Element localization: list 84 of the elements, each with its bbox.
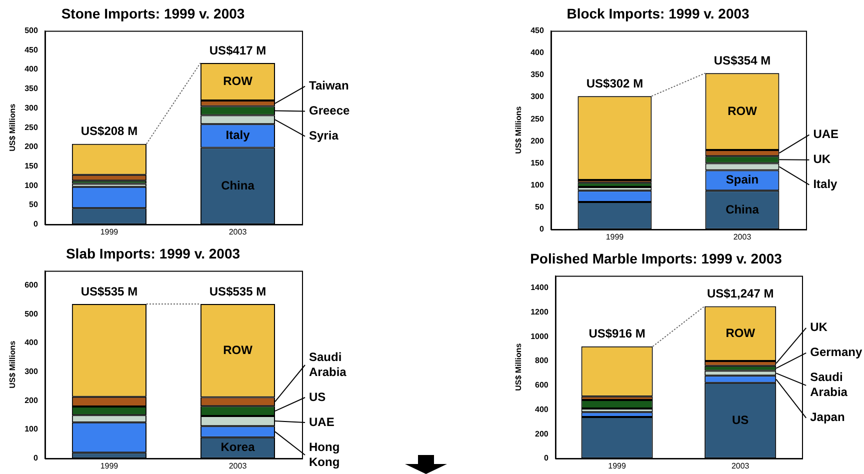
x-tick-label: 1999	[100, 461, 119, 470]
text: Japan	[810, 410, 845, 424]
text: UK	[813, 152, 831, 166]
text: Germany	[810, 345, 862, 360]
y-tick-label: 300	[24, 103, 38, 112]
series-label: Spain	[726, 172, 759, 187]
y-tick-label: 350	[530, 70, 544, 80]
x-tick-label: 2003	[228, 461, 248, 470]
y-tick-label: 600	[535, 380, 549, 390]
y-tick-label: 400	[24, 338, 38, 348]
x-tick-label: 1999	[100, 227, 119, 236]
series-label: Italy	[226, 128, 250, 142]
y-tick-label: 400	[24, 64, 38, 74]
y-tick-label: 1200	[530, 308, 549, 317]
y-tick-label: 350	[24, 84, 38, 94]
total-label: US$1,247 M	[707, 286, 774, 301]
y-tick-label: 500	[24, 26, 38, 36]
y-tick-label: 250	[530, 114, 544, 124]
y-tick-label: 200	[535, 429, 549, 438]
series-label: ROW	[223, 74, 254, 88]
y-tick-label: 200	[24, 396, 38, 405]
total-label: US$417 M	[209, 43, 266, 58]
series-label: ROW	[223, 342, 254, 357]
y-tick-label: 100	[24, 424, 38, 434]
series-label: ROW	[726, 326, 756, 340]
text: UAE	[309, 414, 334, 429]
text: Hong Kong	[309, 440, 340, 469]
chart-title: Block Imports: 1999 v. 2003	[566, 5, 750, 22]
x-tick-label: 1999	[606, 232, 624, 242]
text: Taiwan	[309, 78, 349, 93]
text: UAE	[813, 127, 839, 142]
y-tick-label: 600	[24, 280, 38, 290]
y-tick-label: 450	[530, 26, 544, 36]
y-tick-label: 1000	[530, 332, 549, 341]
y-tick-label: 800	[535, 356, 549, 366]
x-tick-label: 1999	[608, 461, 626, 470]
y-tick-label: 50	[535, 202, 544, 212]
x-tick-label: 2003	[733, 232, 752, 242]
series-label: China	[726, 202, 760, 216]
y-tick-label: 150	[24, 162, 38, 171]
total-label: US$354 M	[714, 53, 771, 68]
y-tick-label: 1400	[530, 283, 549, 292]
total-label: US$535 M	[209, 284, 266, 298]
y-tick-label: 0	[33, 454, 38, 463]
text: Syria	[309, 128, 339, 143]
chart-title: Polished Marble Imports: 1999 v. 2003	[530, 250, 782, 266]
y-tick-label: 100	[530, 180, 544, 190]
total-label: US$916 M	[588, 326, 646, 341]
y-axis-title: US$ Millions	[8, 340, 18, 388]
y-tick-label: 400	[535, 404, 549, 414]
y-tick-label: 50	[29, 200, 38, 210]
total-label: US$302 M	[586, 76, 644, 90]
chart-title: Stone Imports: 1999 v. 2003	[61, 5, 245, 22]
y-axis-title: US$ Millions	[514, 342, 524, 391]
chart-title: Slab Imports: 1999 v. 2003	[66, 245, 240, 262]
series-label: Korea	[220, 440, 256, 454]
y-axis-title: US$ Millions	[514, 106, 524, 154]
total-label: US$535 M	[80, 284, 138, 298]
y-tick-label: 300	[530, 92, 544, 102]
text: UK	[810, 320, 828, 334]
y-tick-label: 450	[24, 45, 38, 54]
y-tick-label: 150	[530, 158, 544, 168]
y-tick-label: 500	[24, 309, 38, 318]
x-tick-label: 2003	[731, 461, 750, 470]
y-tick-label: 100	[24, 180, 38, 190]
y-tick-label: 0	[539, 224, 544, 234]
y-tick-label: 200	[24, 142, 38, 152]
text: US	[309, 390, 326, 404]
series-label: China	[221, 178, 255, 192]
y-axis-title: US$ Millions	[8, 103, 18, 152]
y-tick-label: 300	[24, 367, 38, 376]
text: Saudi Arabia	[309, 350, 347, 379]
y-tick-label: 400	[530, 48, 544, 58]
x-tick-label: 2003	[228, 227, 248, 236]
series-label: US	[732, 412, 749, 427]
y-tick-label: 200	[530, 136, 544, 146]
y-tick-label: 0	[544, 454, 549, 463]
text: Saudi Arabia	[810, 370, 848, 400]
series-label: ROW	[728, 104, 758, 118]
text: Italy	[813, 177, 838, 192]
text: Greece	[309, 104, 350, 118]
y-tick-label: 250	[24, 122, 38, 132]
y-tick-label: 0	[33, 220, 38, 229]
total-label: US$208 M	[80, 124, 138, 138]
